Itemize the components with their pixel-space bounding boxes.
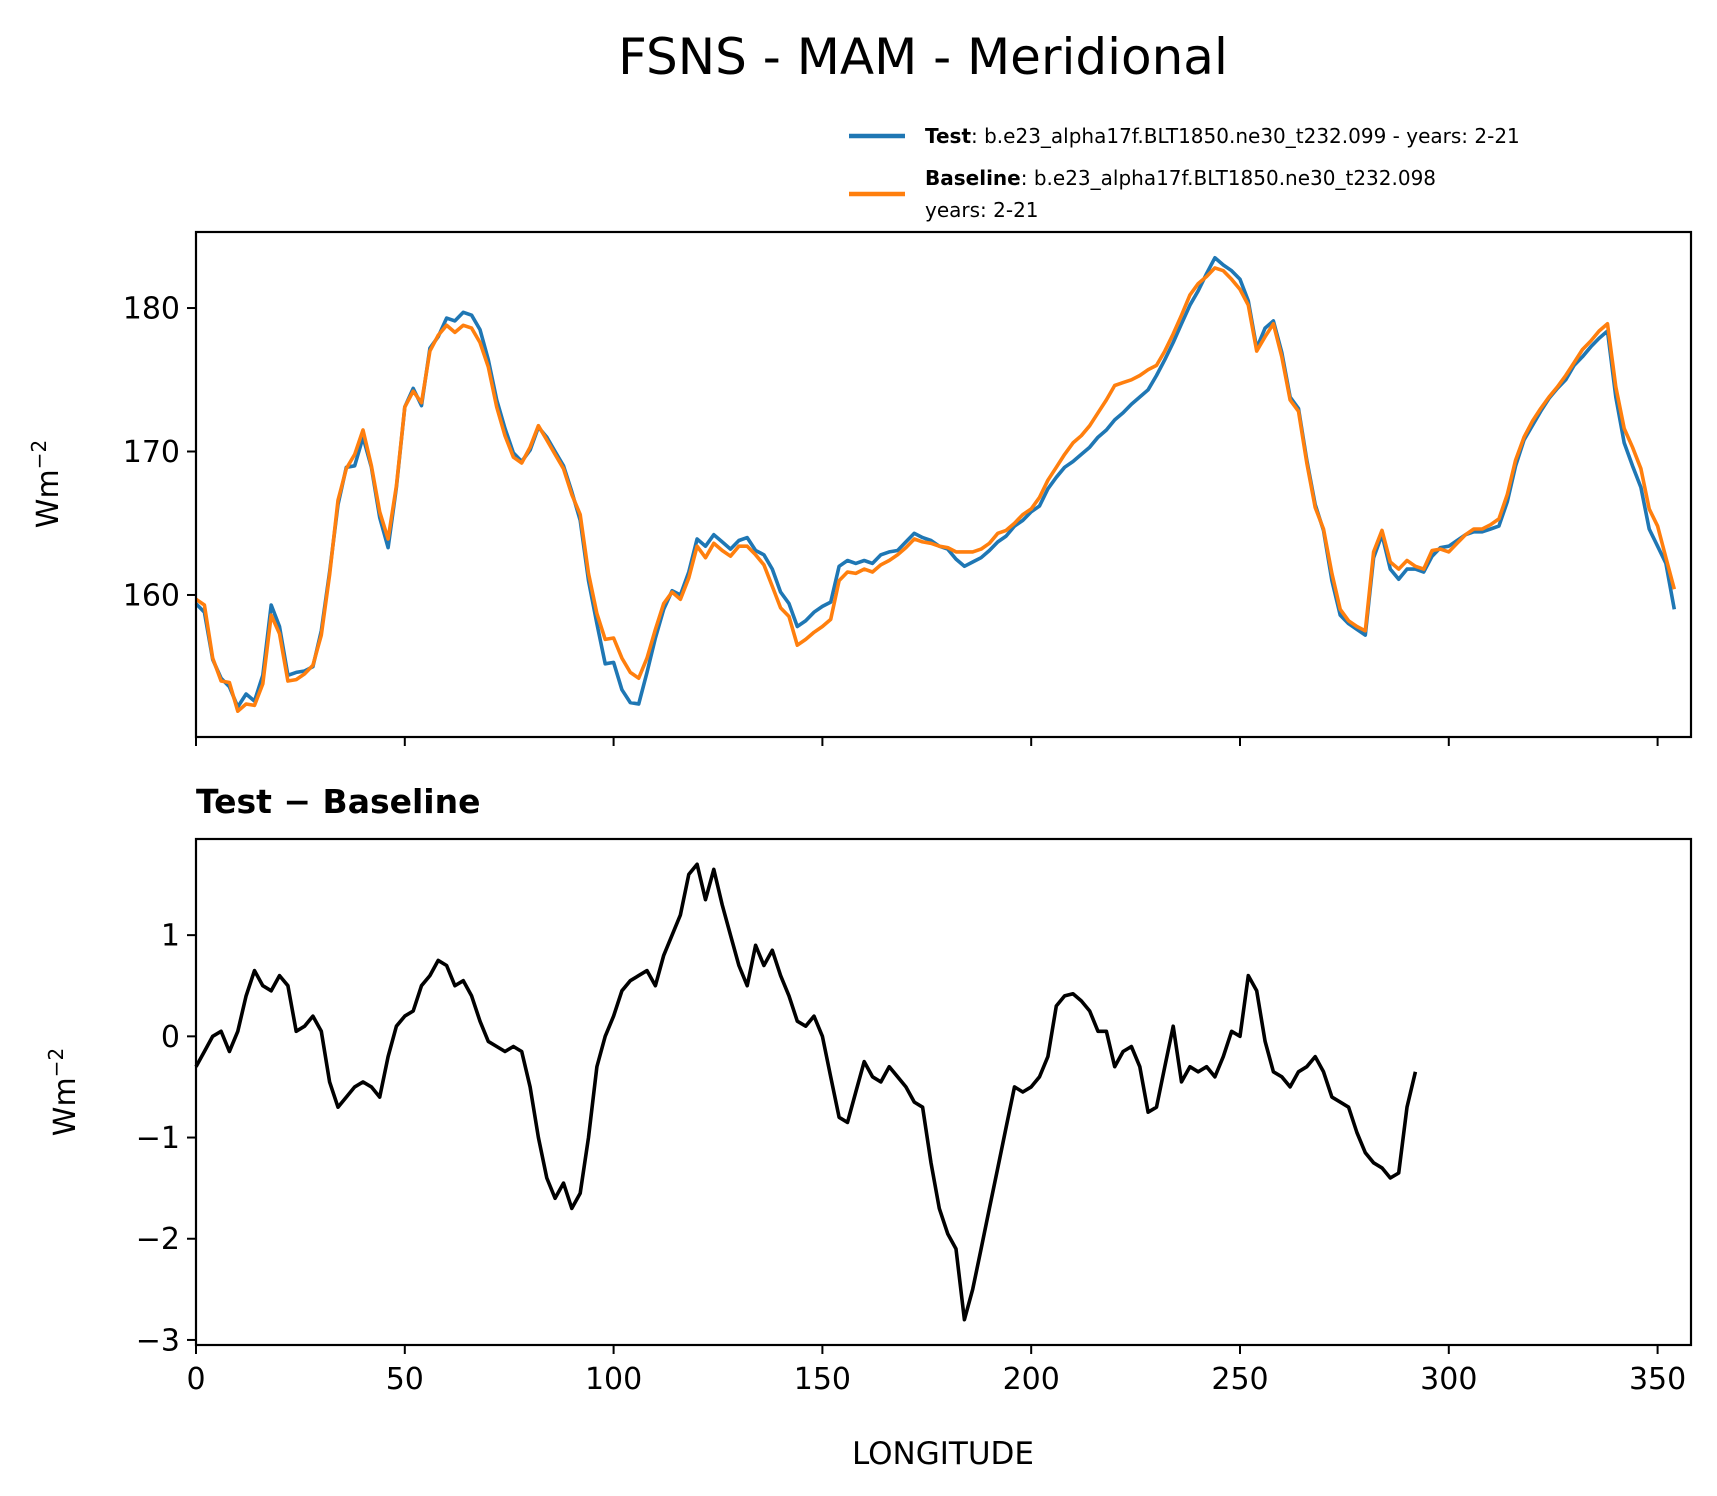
legend-detail-baseline-years: years: 2-21	[925, 198, 1039, 222]
xtick-label: 0	[186, 1362, 205, 1397]
top-ylabel-sup: −2	[27, 440, 51, 469]
legend-label-test: Test	[925, 124, 971, 148]
bottom-panel-frame	[194, 837, 1693, 1347]
bottom-ytick-label: −3	[136, 1323, 180, 1358]
xtick-label: 50	[386, 1362, 424, 1397]
top-series-line-test	[194, 255, 1677, 709]
top-ytick-label: 180	[123, 292, 180, 327]
xtick-label: 100	[585, 1362, 642, 1397]
bottom-panel-subtitle: Test − Baseline	[196, 782, 481, 821]
bottom-panel-ylabel: Wm−2	[44, 1048, 83, 1136]
x-axis-label: LONGITUDE	[852, 1436, 1034, 1472]
legend: Test: b.e23_alpha17f.BLT1850.ne30_t232.0…	[849, 124, 1520, 222]
top-ytick-label: 160	[123, 578, 180, 613]
xtick-label: 350	[1629, 1362, 1686, 1397]
xtick-label: 300	[1420, 1362, 1477, 1397]
bottom-ytick-label: 0	[161, 1020, 180, 1055]
bottom-ytick-label: −1	[136, 1121, 180, 1156]
bottom-ylabel-sup: −2	[44, 1048, 68, 1077]
top-ytick-label: 170	[123, 435, 180, 470]
top-ylabel-text: Wm	[31, 469, 66, 528]
xtick-label: 200	[1003, 1362, 1060, 1397]
xtick-label: 250	[1211, 1362, 1268, 1397]
chart-title: FSNS - MAM - Meridional	[618, 28, 1228, 86]
legend-label-baseline: Baseline	[925, 166, 1021, 190]
top-series-line-baseline	[194, 266, 1677, 714]
bottom-ytick-label: 1	[161, 919, 180, 954]
legend-detail-baseline: : b.e23_alpha17f.BLT1850.ne30_t232.098	[1021, 166, 1436, 190]
bottom-panel: Test − Baseline Wm−2 LONGITUDE −3−2−1010…	[44, 782, 1693, 1472]
legend-detail-test: : b.e23_alpha17f.BLT1850.ne30_t232.099 -…	[971, 124, 1520, 148]
top-panel-ylabel: Wm−2	[27, 440, 66, 528]
bottom-series-line-test-baseline	[194, 862, 1418, 1322]
top-panel: Wm−2 160 170 180	[27, 230, 1693, 746]
top-panel-frame	[194, 230, 1693, 739]
legend-entry-test: Test: b.e23_alpha17f.BLT1850.ne30_t232.0…	[925, 124, 1520, 148]
xtick-label: 150	[794, 1362, 851, 1397]
bottom-ylabel-text: Wm	[48, 1077, 83, 1136]
bottom-ytick-label: −2	[136, 1222, 180, 1257]
legend-entry-baseline: Baseline: b.e23_alpha17f.BLT1850.ne30_t2…	[925, 166, 1436, 190]
